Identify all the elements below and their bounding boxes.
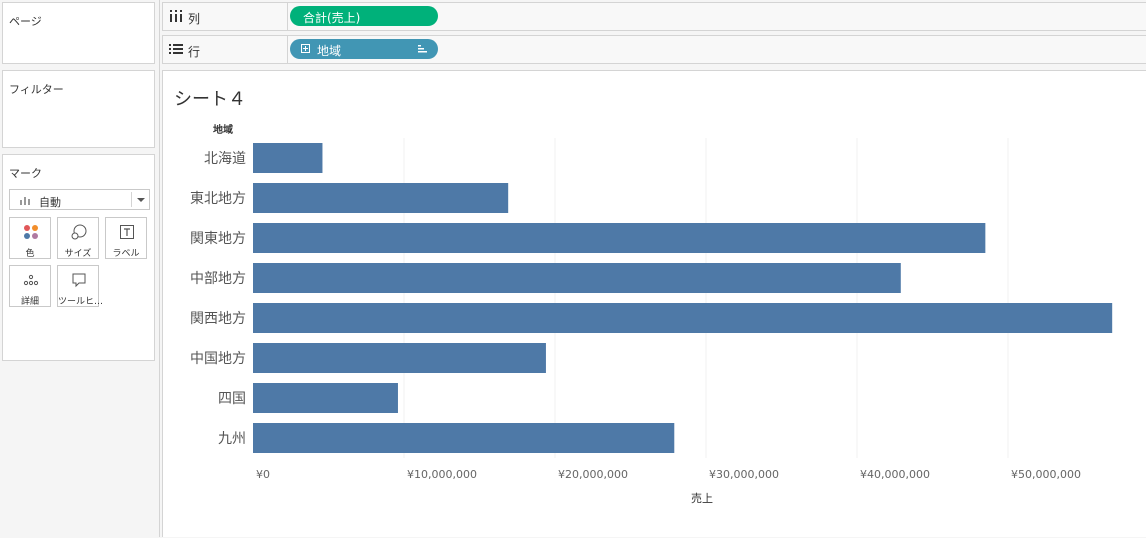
marks-card: マーク 自動 色 サイズ <box>2 154 155 361</box>
bar-chart: ¥0 ¥10,000,000 ¥20,000,000 ¥30,000,000 ¥40,0… <box>190 123 1113 505</box>
label-button-label: ラベル <box>112 249 140 259</box>
color-button-label: 色 <box>25 249 35 259</box>
label-icon <box>120 225 134 239</box>
region-pill-label: 地域 <box>317 44 342 58</box>
detail-button[interactable]: 詳細 <box>9 265 51 307</box>
color-dots-icon <box>24 225 38 239</box>
bar[interactable] <box>253 383 398 413</box>
mark-type-dropdown[interactable]: 自動 <box>9 189 150 210</box>
pages-card[interactable]: ページ <box>2 2 155 64</box>
shelf-divider <box>287 3 288 30</box>
sort-descending-icon[interactable] <box>418 44 428 54</box>
worksheet-canvas: シート４ ¥0 ¥10,000,000 ¥20,000,000 ¥30,000,000… <box>162 70 1146 537</box>
category-label[interactable]: 東北地方 <box>190 191 246 207</box>
x-tick-label: ¥10,000,000 <box>407 468 477 481</box>
bar[interactable] <box>253 223 986 253</box>
mark-type-label: 自動 <box>39 196 61 209</box>
shelf-divider <box>287 36 288 63</box>
detail-button-label: 詳細 <box>20 297 39 307</box>
x-tick-label: ¥0 <box>256 468 270 481</box>
rows-shelf-label: 行 <box>188 45 201 59</box>
category-label[interactable]: 九州 <box>218 431 246 447</box>
sum-sales-pill-label: 合計(売上) <box>303 11 361 25</box>
sheet-title: シート４ <box>174 89 246 110</box>
tooltip-button[interactable]: ツールヒ… <box>57 265 104 307</box>
x-axis-title: 売上 <box>691 492 713 505</box>
bar[interactable] <box>253 263 901 293</box>
chevron-down-icon[interactable] <box>137 198 145 202</box>
rows-shelf[interactable]: 行 地域 <box>162 35 1146 64</box>
label-button[interactable]: ラベル <box>105 217 147 259</box>
columns-shelf[interactable]: 列 合計(売上) <box>162 2 1146 31</box>
category-label[interactable]: 関西地方 <box>190 311 246 327</box>
category-label[interactable]: 中国地方 <box>190 351 246 367</box>
x-tick-label: ¥30,000,000 <box>709 468 779 481</box>
bar[interactable] <box>253 183 509 213</box>
filters-card[interactable]: フィルター <box>2 70 155 148</box>
sum-sales-pill[interactable]: 合計(売上) <box>290 6 438 26</box>
bar[interactable] <box>253 303 1113 333</box>
columns-icon <box>170 10 182 22</box>
bar[interactable] <box>253 343 546 373</box>
category-label[interactable]: 中部地方 <box>190 271 246 287</box>
size-icon <box>71 224 87 240</box>
expand-plus-icon[interactable] <box>301 44 310 53</box>
tooltip-button-label: ツールヒ… <box>58 297 104 307</box>
dropdown-separator <box>131 192 132 207</box>
bar[interactable] <box>253 143 323 173</box>
category-label[interactable]: 関東地方 <box>190 231 246 247</box>
left-panel: ページ フィルター マーク 自動 色 サイズ <box>0 0 160 537</box>
pages-title: ページ <box>9 15 42 28</box>
marks-title: マーク <box>9 167 42 180</box>
size-button-label: サイズ <box>64 249 92 259</box>
size-button[interactable]: サイズ <box>57 217 99 259</box>
bar[interactable] <box>253 423 675 453</box>
bar-chart-icon <box>20 197 30 205</box>
x-tick-label: ¥50,000,000 <box>1011 468 1081 481</box>
x-tick-label: ¥20,000,000 <box>558 468 628 481</box>
color-button[interactable]: 色 <box>9 217 51 259</box>
region-pill[interactable]: 地域 <box>290 39 438 59</box>
row-header-label: 地域 <box>213 123 233 136</box>
columns-shelf-label: 列 <box>188 12 201 26</box>
tooltip-icon <box>72 273 86 288</box>
filters-title: フィルター <box>9 83 64 96</box>
category-label[interactable]: 北海道 <box>204 151 246 167</box>
detail-dots-icon <box>23 274 39 286</box>
category-label[interactable]: 四国 <box>218 391 246 407</box>
x-tick-label: ¥40,000,000 <box>860 468 930 481</box>
rows-icon <box>169 44 183 54</box>
